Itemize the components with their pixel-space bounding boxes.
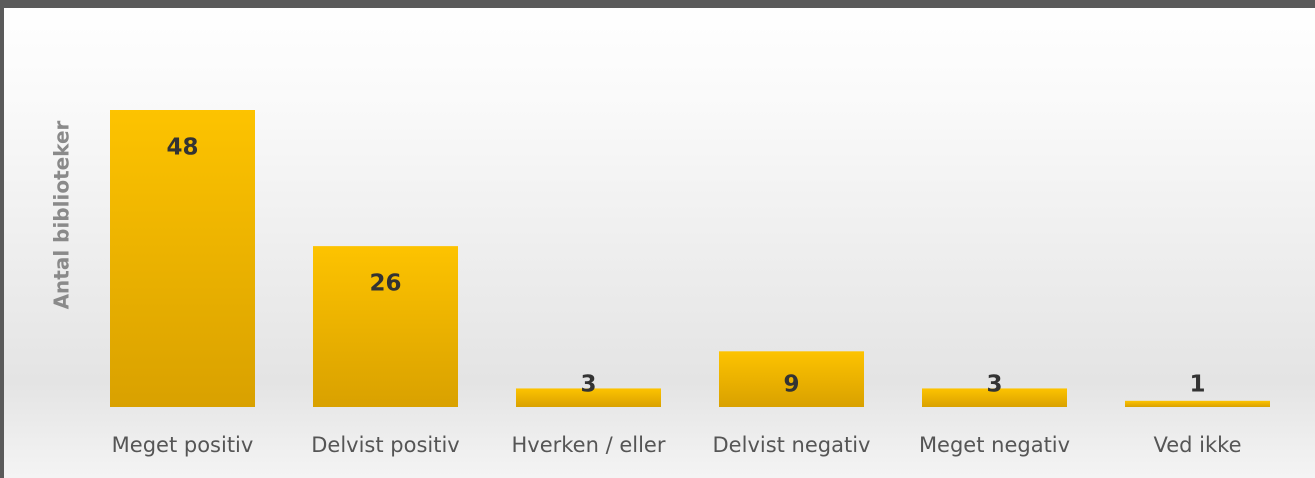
x-tick-label: Delvist positiv — [311, 433, 460, 457]
value-label: 26 — [369, 271, 401, 297]
x-tick-label: Meget positiv — [112, 433, 254, 457]
x-tick-label: Delvist negativ — [713, 433, 871, 457]
x-tick-label: Hverken / eller — [512, 433, 666, 457]
bar — [313, 246, 458, 407]
value-label: 1 — [1189, 372, 1205, 398]
bar — [922, 388, 1067, 407]
bar — [1125, 400, 1270, 407]
value-label: 3 — [986, 372, 1002, 398]
bar — [719, 351, 864, 407]
y-axis-label: Antal biblioteker — [50, 120, 74, 309]
value-label: 3 — [580, 372, 596, 398]
bar — [110, 110, 255, 407]
x-tick-label: Ved ikke — [1154, 433, 1242, 457]
bar — [516, 388, 661, 407]
top-border — [0, 0, 1315, 8]
value-label: 48 — [166, 135, 198, 161]
left-border — [0, 0, 4, 478]
x-tick-label: Meget negativ — [919, 433, 1070, 457]
value-label: 9 — [783, 372, 799, 398]
